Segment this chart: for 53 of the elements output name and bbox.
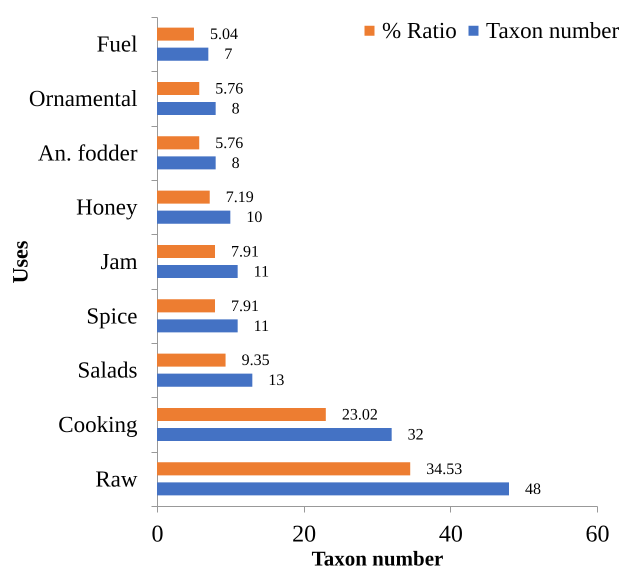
y-tick-label: Fuel — [96, 32, 138, 57]
y-tick-label: Jam — [100, 249, 138, 274]
x-tick-label: 60 — [586, 522, 610, 548]
x-tick-label: 40 — [438, 522, 463, 548]
data-label: 7.91 — [231, 243, 260, 260]
y-tick-label: An. fodder — [38, 140, 138, 166]
bar — [157, 354, 226, 367]
bar — [157, 408, 326, 421]
bar — [157, 265, 238, 278]
x-tick-label: 0 — [152, 522, 164, 548]
bar — [157, 244, 216, 258]
bar — [157, 210, 230, 224]
bar — [157, 482, 509, 496]
x-axis-title: Taxon number — [312, 546, 444, 570]
bar — [157, 102, 216, 116]
data-label: 48 — [525, 480, 541, 498]
y-tick-label: Salads — [77, 358, 138, 383]
data-label: 34.53 — [426, 460, 462, 478]
data-label: 8 — [232, 100, 240, 118]
y-axis-title: Uses — [8, 240, 32, 284]
bar — [157, 299, 216, 312]
legend-label: Taxon number — [486, 18, 620, 43]
bar — [157, 462, 410, 476]
bar — [157, 82, 200, 95]
bar — [157, 48, 208, 61]
data-label: 9.35 — [242, 352, 270, 370]
data-label: 8 — [232, 154, 240, 172]
data-label: 32 — [408, 426, 424, 444]
data-label: 5.04 — [210, 26, 238, 44]
data-label: 5.76 — [215, 134, 244, 152]
data-label: 5.76 — [215, 80, 244, 98]
data-label: 23.02 — [342, 406, 378, 424]
bar — [157, 319, 238, 332]
bar — [157, 374, 252, 387]
data-label: 7 — [224, 46, 232, 64]
y-tick-label: Cooking — [58, 412, 138, 437]
bar — [157, 28, 194, 41]
y-tick-label: Spice — [86, 303, 138, 328]
data-label: 11 — [254, 264, 270, 281]
y-tick-label: Honey — [76, 194, 138, 220]
y-tick-label: Ornamental — [28, 86, 138, 111]
legend-label: % Ratio — [382, 18, 457, 43]
data-label: 11 — [254, 318, 270, 335]
bar — [157, 190, 210, 204]
data-label: 10 — [246, 209, 262, 226]
data-label: 7.19 — [226, 189, 254, 206]
bar — [157, 428, 392, 442]
x-tick-label: 20 — [292, 522, 316, 548]
data-label: 13 — [268, 372, 284, 390]
bar — [157, 136, 200, 150]
bar — [157, 156, 216, 170]
data-label: 7.91 — [231, 298, 260, 315]
y-tick-label: Raw — [95, 466, 138, 492]
